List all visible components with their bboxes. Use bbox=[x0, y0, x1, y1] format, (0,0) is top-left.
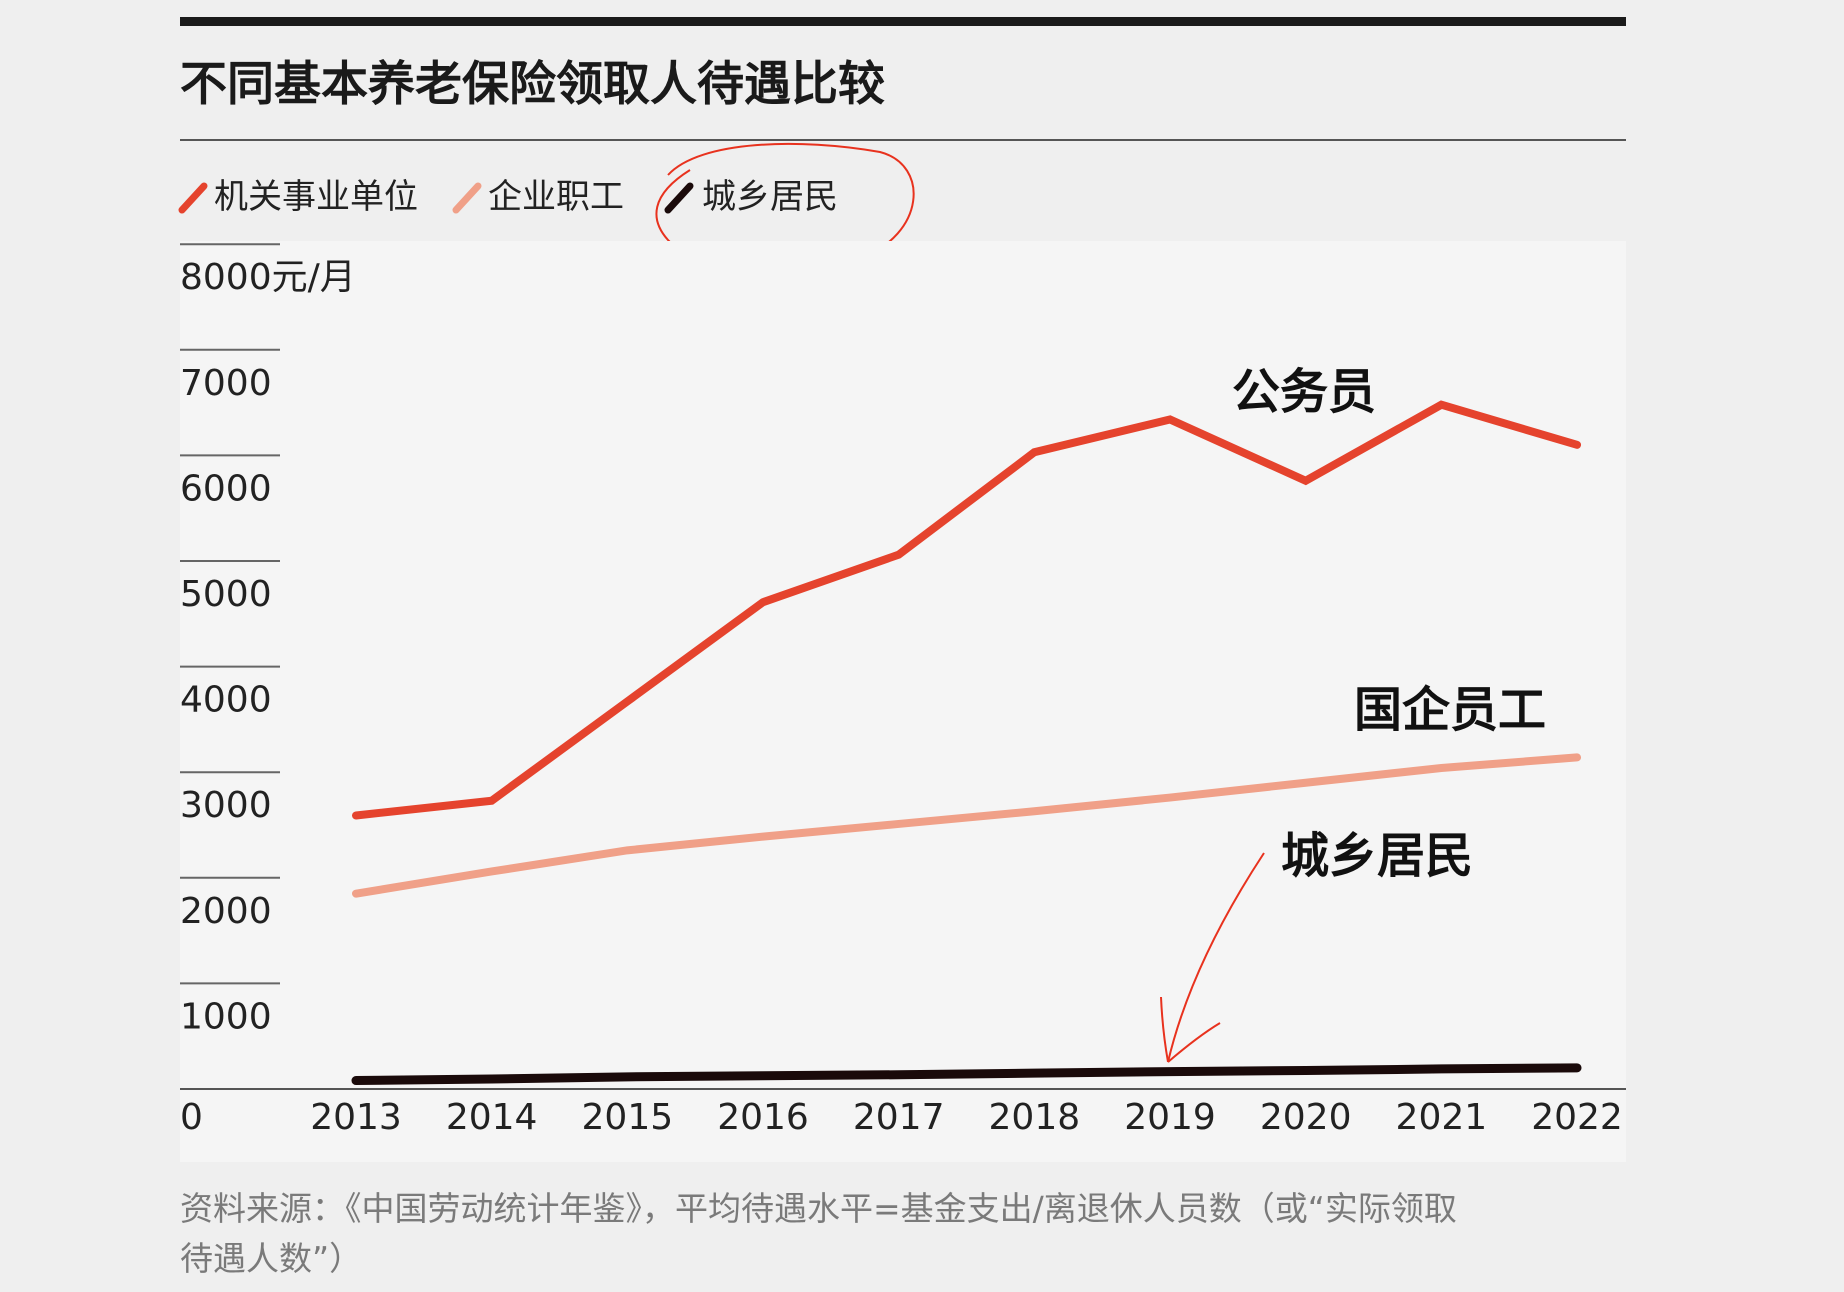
x-tick-label: 2016 bbox=[717, 1097, 809, 1138]
legend-label-0: 机关事业单位 bbox=[214, 177, 418, 217]
x-tick-label: 2022 bbox=[1531, 1097, 1623, 1138]
x-tick-label: 2020 bbox=[1260, 1097, 1352, 1138]
series-lines bbox=[351, 400, 1582, 1086]
chart-title: 不同基本养老保险领取人待遇比较 bbox=[180, 57, 885, 112]
x-tick-label: 2019 bbox=[1124, 1097, 1216, 1138]
y-tick-label: 6000 bbox=[180, 468, 272, 509]
y-tick-label: 2000 bbox=[180, 891, 272, 932]
y-tick-label: 4000 bbox=[180, 680, 272, 721]
hand-drawn-arrow bbox=[1160, 852, 1265, 1063]
x-tick-label: 2015 bbox=[582, 1097, 674, 1138]
x-axis: 2013 2014 2015 2016 2017 2018 2019 2020 2021 2022 bbox=[310, 1097, 1623, 1138]
x-tick-label: 2013 bbox=[310, 1097, 402, 1138]
footer-source-line1: 资料来源：《中国劳动统计年鉴》，平均待遇水平=基金支出/离退休人员数（或“实际领… bbox=[180, 1189, 1457, 1228]
y-tick-label: 0 bbox=[180, 1097, 203, 1138]
x-tick-label: 2014 bbox=[446, 1097, 538, 1138]
x-tick-label: 2021 bbox=[1396, 1097, 1488, 1138]
series-line-1 bbox=[352, 753, 1582, 898]
legend-swatch-0 bbox=[178, 182, 208, 214]
legend-label-1: 企业职工 bbox=[488, 177, 624, 217]
annotation-urban-rural: 城乡居民 bbox=[1281, 828, 1473, 884]
top-rule bbox=[180, 17, 1626, 26]
footer-source-line2: 待遇人数”） bbox=[180, 1239, 362, 1278]
y-tick-label: 5000 bbox=[180, 574, 272, 615]
legend-swatch-2 bbox=[664, 182, 694, 214]
title-rule bbox=[180, 139, 1626, 141]
y-axis: 0 1000 2000 3000 4000 5000 6000 7000 8000元/月 bbox=[180, 243, 356, 1138]
series-line-0 bbox=[352, 400, 1582, 820]
x-tick-label: 2017 bbox=[853, 1097, 945, 1138]
x-tick-label: 2018 bbox=[989, 1097, 1081, 1138]
y-tick-label: 1000 bbox=[180, 996, 272, 1037]
annotation-soe-staff: 国企员工 bbox=[1354, 682, 1546, 738]
plot-area bbox=[180, 241, 1626, 1162]
series-line-2 bbox=[351, 1063, 1582, 1086]
x-axis-line bbox=[180, 1088, 1626, 1090]
y-tick-label: 8000元/月 bbox=[180, 257, 356, 298]
legend-swatch-1 bbox=[452, 182, 482, 214]
y-tick-label: 3000 bbox=[180, 785, 272, 826]
y-tick-label: 7000 bbox=[180, 363, 272, 404]
annotation-civil-servant: 公务员 bbox=[1232, 364, 1376, 420]
legend-label-2: 城乡居民 bbox=[702, 177, 838, 217]
